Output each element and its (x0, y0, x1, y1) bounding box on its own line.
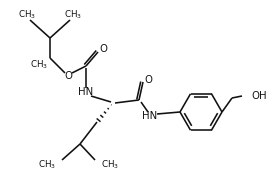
Text: CH$_3$: CH$_3$ (101, 159, 119, 171)
Text: O: O (99, 44, 107, 54)
Text: CH$_3$: CH$_3$ (64, 9, 82, 21)
Text: CH$_3$: CH$_3$ (18, 9, 36, 21)
Text: CH$_3$: CH$_3$ (38, 159, 56, 171)
Text: HN: HN (142, 111, 158, 121)
Text: HN: HN (78, 87, 94, 97)
Text: O: O (64, 71, 72, 81)
Text: OH: OH (251, 91, 267, 101)
Text: O: O (144, 75, 152, 85)
Text: CH$_3$: CH$_3$ (30, 59, 48, 71)
